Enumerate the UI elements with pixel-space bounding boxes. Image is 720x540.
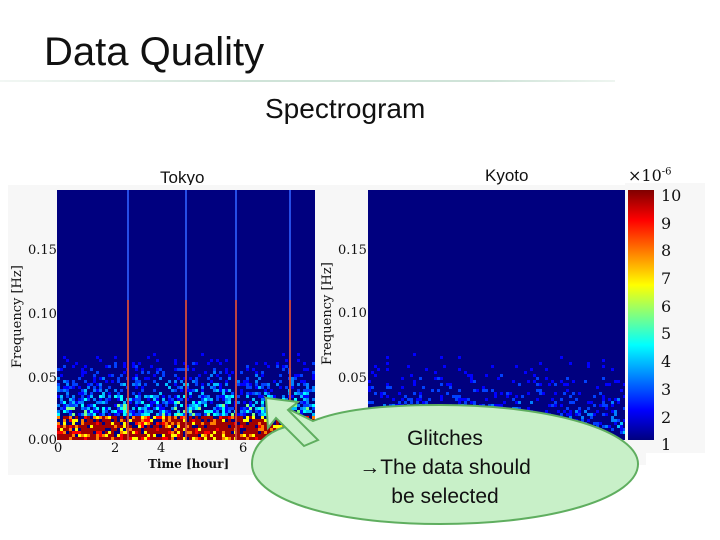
tokyo-xtick: 0 — [54, 441, 63, 456]
colorbar-tick: 6 — [661, 297, 672, 316]
slide-title: Data Quality — [44, 30, 265, 74]
kyoto-ytick: 0.15 — [338, 243, 367, 258]
kyoto-ytick: 0.05 — [338, 371, 367, 386]
tokyo-ytick: 0.15 — [28, 243, 57, 258]
colorbar-tick: 7 — [661, 269, 672, 288]
tokyo-xtick: 2 — [111, 441, 120, 456]
tokyo-xtick: 4 — [157, 441, 166, 456]
colorbar-tick: 8 — [661, 241, 672, 260]
tokyo-xlabel: Time [hour] — [148, 457, 230, 471]
colorbar-tick: 2 — [661, 408, 672, 427]
tokyo-panel-label: Tokyo — [160, 168, 205, 187]
colorbar-multiplier-exponent: -6 — [661, 166, 672, 178]
callout-line: be selected — [391, 485, 499, 508]
tokyo-ytick: 0.10 — [28, 307, 57, 322]
kyoto-spectrogram — [368, 190, 626, 440]
colorbar-multiplier-base: ×10 — [628, 166, 662, 185]
callout-text: Glitches →The data should be selected — [300, 424, 590, 511]
tokyo-xtick: 6 — [239, 441, 248, 456]
colorbar-tick: 9 — [661, 214, 672, 233]
kyoto-ytick: 0.10 — [338, 306, 367, 321]
colorbar-tick: 5 — [661, 324, 672, 343]
kyoto-panel-label: Kyoto — [485, 166, 529, 185]
colorbar-multiplier: ×10-6 — [628, 166, 672, 185]
slide-subtitle: Spectrogram — [265, 93, 426, 124]
callout-arrow-icon — [264, 396, 320, 448]
colorbar-tick: 10 — [661, 186, 682, 205]
callout-line: Glitches — [407, 427, 483, 450]
colorbar-tick: 4 — [661, 352, 672, 371]
colorbar-tick: 3 — [661, 380, 672, 399]
tokyo-ytick: 0.05 — [28, 371, 57, 386]
colorbar — [628, 190, 654, 440]
callout-line: →The data should — [359, 456, 531, 479]
tokyo-ytick: 0.00 — [28, 433, 57, 448]
tokyo-spectrogram — [57, 190, 315, 440]
title-underline — [0, 80, 615, 82]
callout-bubble — [250, 395, 640, 526]
colorbar-tick: 1 — [661, 435, 672, 454]
